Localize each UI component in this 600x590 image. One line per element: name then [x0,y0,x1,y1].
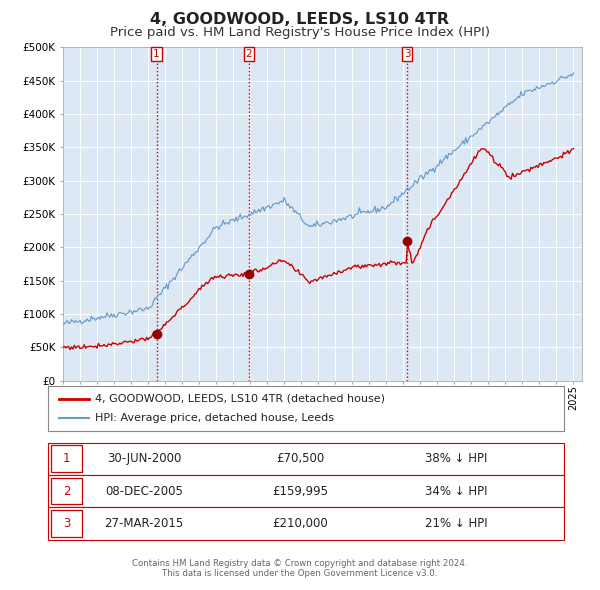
Text: 3: 3 [63,517,70,530]
Text: 34% ↓ HPI: 34% ↓ HPI [425,484,487,498]
Text: Price paid vs. HM Land Registry's House Price Index (HPI): Price paid vs. HM Land Registry's House … [110,26,490,39]
Text: 1: 1 [63,452,70,466]
Text: 2: 2 [245,49,253,59]
Text: Contains HM Land Registry data © Crown copyright and database right 2024.: Contains HM Land Registry data © Crown c… [132,559,468,568]
Text: 2: 2 [63,484,70,498]
Text: 1: 1 [153,49,160,59]
Text: 08-DEC-2005: 08-DEC-2005 [105,484,183,498]
Text: 4, GOODWOOD, LEEDS, LS10 4TR (detached house): 4, GOODWOOD, LEEDS, LS10 4TR (detached h… [95,394,385,404]
Text: HPI: Average price, detached house, Leeds: HPI: Average price, detached house, Leed… [95,414,334,423]
Text: £70,500: £70,500 [276,452,324,466]
Text: £210,000: £210,000 [272,517,328,530]
Text: 30-JUN-2000: 30-JUN-2000 [107,452,181,466]
Text: 3: 3 [404,49,410,59]
Text: 21% ↓ HPI: 21% ↓ HPI [425,517,487,530]
Text: 38% ↓ HPI: 38% ↓ HPI [425,452,487,466]
Text: This data is licensed under the Open Government Licence v3.0.: This data is licensed under the Open Gov… [163,569,437,578]
Text: 4, GOODWOOD, LEEDS, LS10 4TR: 4, GOODWOOD, LEEDS, LS10 4TR [151,12,449,27]
Text: 27-MAR-2015: 27-MAR-2015 [104,517,184,530]
Text: £159,995: £159,995 [272,484,328,498]
